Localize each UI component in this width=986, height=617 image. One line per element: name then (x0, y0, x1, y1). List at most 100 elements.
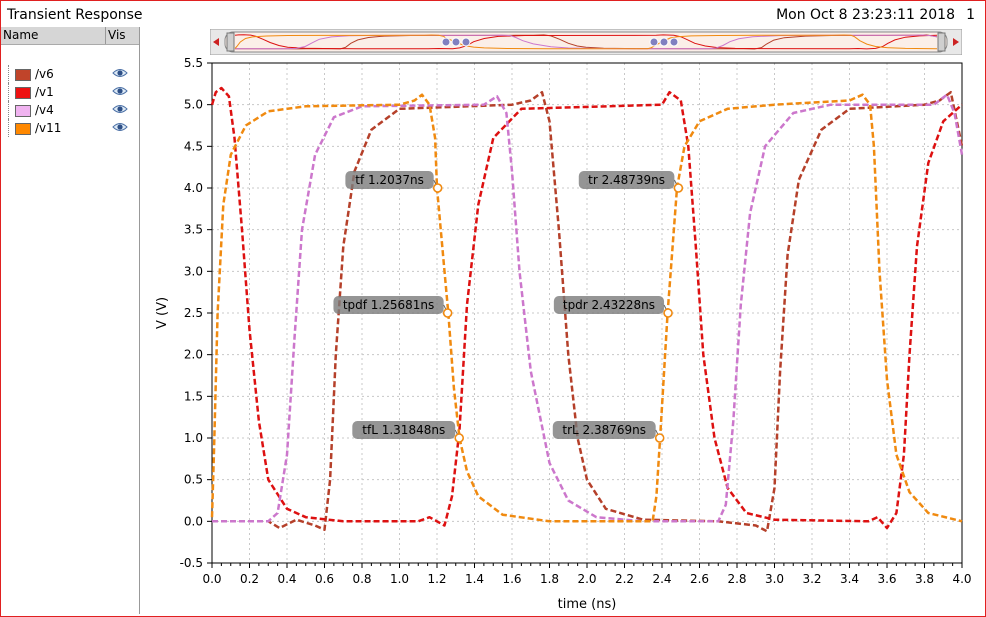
legend-item-label: /v1 (35, 85, 54, 99)
x-tick-label: 1.0 (390, 572, 409, 586)
y-tick-label: -0.5 (180, 556, 203, 570)
visibility-eye-icon[interactable] (112, 121, 128, 133)
y-tick-label: 5.5 (184, 56, 203, 70)
measurement-marker[interactable]: tpdf 1.25681ns (333, 296, 453, 318)
eye-pupil (117, 106, 123, 112)
y-tick-label: 3.0 (184, 264, 203, 278)
marker-label: tpdr 2.43228ns (563, 298, 655, 312)
transient-chart[interactable]: 0.0 0.2 0.4 0.6 0.8 1.0 1.2 1.4 1.6 1.8 2.0 2.2 2.4 2… (140, 55, 986, 615)
legend-color-swatch (15, 123, 31, 135)
measurement-marker[interactable]: trL 2.38769ns (552, 421, 665, 443)
legend-header: Name Vis (1, 27, 139, 45)
y-tick-label: 2.5 (184, 306, 203, 320)
legend-item[interactable]: /v6 (1, 65, 139, 83)
series-line-v1 (210, 86, 963, 530)
overview-viewport-window[interactable] (224, 31, 948, 53)
legend-item-label: /v6 (35, 67, 54, 81)
y-tick-label: 3.5 (184, 223, 203, 237)
x-axis-title: time (ns) (558, 597, 617, 612)
grip-dot (461, 37, 471, 47)
marker-point[interactable] (654, 433, 665, 443)
legend-name-column-header[interactable]: Name (3, 28, 39, 42)
legend-item[interactable]: /v1 (1, 83, 139, 101)
y-tick-label: 4.5 (184, 139, 203, 153)
grip-dot (669, 37, 679, 47)
axis-ticks: 0.0 0.2 0.4 0.6 0.8 1.0 1.2 1.4 1.6 1.8 2.0 2.2 2.4 2… (180, 56, 972, 586)
x-tick-label: 3.6 (877, 572, 896, 586)
overview-grip-right[interactable] (649, 37, 679, 47)
marker-label: tpdf 1.25681ns (343, 298, 434, 312)
marker-point[interactable] (442, 308, 453, 318)
legend-vis-column-header[interactable]: Vis (108, 28, 126, 42)
x-tick-label: 2.6 (690, 572, 709, 586)
legend-item-label: /v11 (35, 121, 62, 135)
marker-point[interactable] (454, 433, 465, 443)
legend-item[interactable]: /v11 (1, 119, 139, 137)
scroll-right-arrow-icon[interactable] (953, 38, 959, 46)
eye-pupil (117, 70, 123, 76)
overview-line-v11 (234, 34, 938, 50)
series-line-v6 (212, 90, 964, 533)
x-tick-label: 2.8 (727, 572, 746, 586)
legend-item[interactable]: /v4 (1, 101, 139, 119)
marker-label-box (578, 171, 675, 189)
y-tick-label: 5.0 (184, 98, 203, 112)
x-tick-label: 2.4 (652, 572, 671, 586)
window-title: Transient Response (7, 7, 143, 23)
series-lines (210, 86, 964, 533)
measurement-marker[interactable]: tf 1.2037ns (345, 171, 443, 193)
x-tick-label: 0.2 (240, 572, 259, 586)
visibility-eye-icon[interactable] (112, 67, 128, 79)
legend-tree-line (8, 101, 10, 119)
marker-label: tr 2.48739ns (588, 173, 665, 187)
visibility-eye-icon[interactable] (112, 85, 128, 97)
scroll-left-arrow-icon[interactable] (213, 38, 219, 46)
legend-tree-line (8, 119, 10, 137)
y-tick-label: 0.5 (184, 473, 203, 487)
overview-left-handle[interactable] (226, 32, 235, 52)
grip-dot (441, 37, 451, 47)
legend-item-label: /v4 (35, 103, 54, 117)
legend-color-swatch (15, 105, 31, 117)
x-tick-label: 1.6 (502, 572, 521, 586)
overview-line-v1 (234, 34, 938, 50)
visibility-eye-icon[interactable] (112, 103, 128, 115)
legend-tree-line (8, 83, 10, 101)
y-axis-title: V (V) (155, 297, 170, 329)
x-tick-label: 0.6 (315, 572, 334, 586)
marker-point[interactable] (673, 183, 684, 193)
x-tick-label: 1.2 (427, 572, 446, 586)
legend-color-swatch (15, 69, 31, 81)
overview-right-handle[interactable] (937, 32, 946, 52)
x-tick-label: 2.0 (577, 572, 596, 586)
x-tick-label: 3.8 (915, 572, 934, 586)
marker-label-box (553, 296, 665, 314)
measurement-marker[interactable]: tpdr 2.43228ns (553, 296, 673, 318)
marker-label-box (352, 421, 456, 439)
x-tick-label: 3.4 (840, 572, 859, 586)
marker-point[interactable] (663, 308, 673, 318)
grip-dot (451, 37, 461, 47)
measurement-marker[interactable]: tfL 1.31848ns (352, 421, 465, 443)
y-tick-label: 1.5 (184, 389, 203, 403)
window-datetime: Mon Oct 8 23:23:11 2018 (776, 7, 955, 23)
legend-tree-line (8, 65, 10, 83)
x-tick-label: 0.8 (352, 572, 371, 586)
marker-point[interactable] (432, 183, 443, 193)
y-tick-label: 1.0 (184, 431, 203, 445)
x-tick-label: 3.0 (765, 572, 784, 586)
eye-pupil (117, 88, 123, 94)
x-tick-label: 2.2 (615, 572, 634, 586)
overview-waveforms (234, 34, 938, 50)
title-bar: Transient Response Mon Oct 8 23:23:11 20… (1, 1, 985, 26)
overview-scroll-bar[interactable] (210, 29, 962, 55)
x-tick-label: 1.8 (540, 572, 559, 586)
eye-pupil (117, 124, 123, 130)
overview-grip-left[interactable] (441, 37, 471, 47)
marker-label: tf 1.2037ns (355, 173, 424, 187)
measurement-marker[interactable]: tr 2.48739ns (578, 171, 684, 193)
grip-dot (659, 37, 669, 47)
marker-label-box (552, 421, 656, 439)
measurement-markers[interactable]: tf 1.2037ns tpdf 1.25681ns tfL 1.31848ns tr… (333, 171, 684, 443)
x-tick-label: 1.4 (465, 572, 484, 586)
